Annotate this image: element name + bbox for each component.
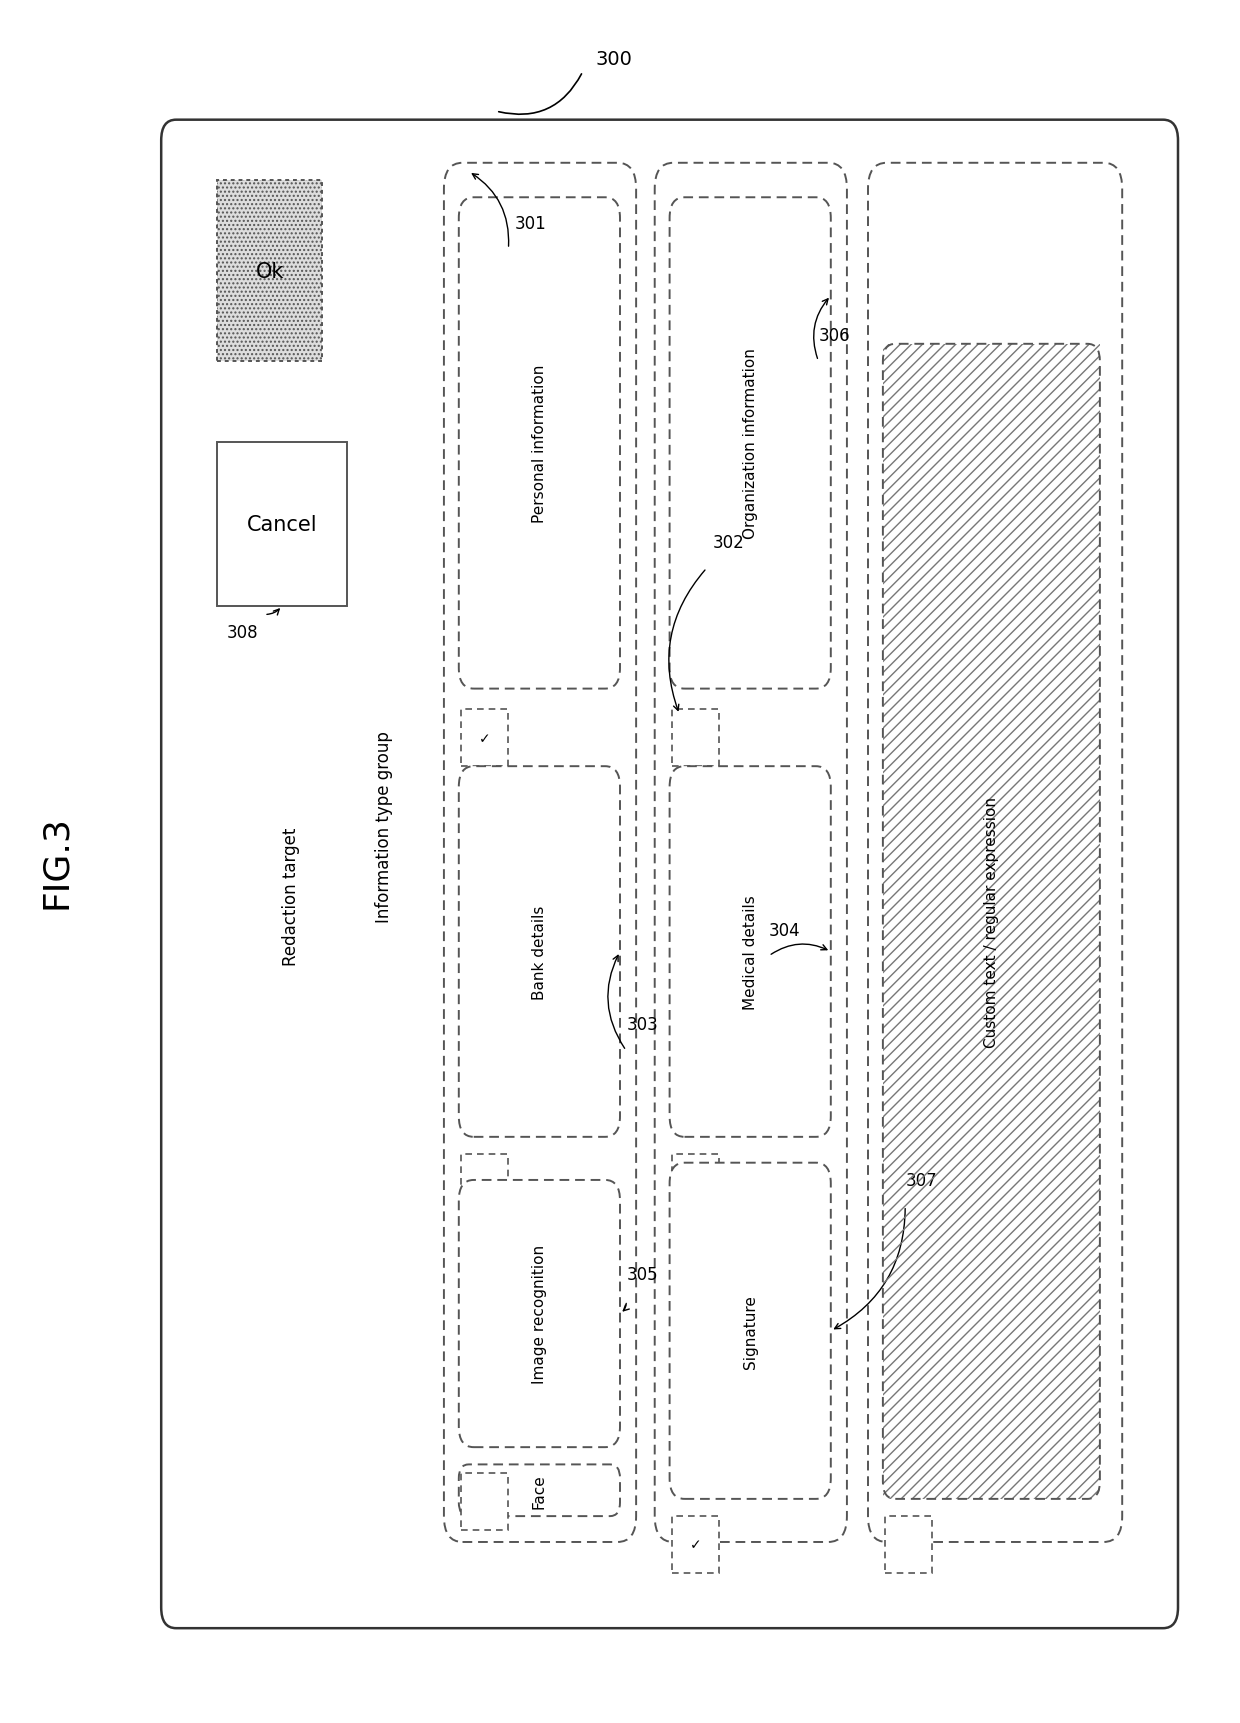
- FancyBboxPatch shape: [459, 1180, 620, 1447]
- Bar: [672, 1154, 719, 1211]
- Text: 303: 303: [626, 1017, 658, 1034]
- Text: Bank details: Bank details: [532, 905, 547, 999]
- FancyBboxPatch shape: [459, 1465, 620, 1516]
- Text: Medical details: Medical details: [743, 894, 758, 1010]
- Text: 304: 304: [769, 922, 801, 939]
- Bar: [885, 1516, 932, 1573]
- FancyBboxPatch shape: [670, 767, 831, 1137]
- FancyBboxPatch shape: [459, 767, 620, 1137]
- Text: Signature: Signature: [743, 1294, 758, 1368]
- Text: Personal information: Personal information: [532, 365, 547, 522]
- FancyBboxPatch shape: [670, 1163, 831, 1499]
- Bar: [217, 181, 322, 362]
- Text: FIG.3: FIG.3: [38, 815, 73, 908]
- Text: Cancel: Cancel: [247, 515, 317, 534]
- FancyBboxPatch shape: [459, 198, 620, 689]
- Bar: [883, 345, 1100, 1499]
- Text: Ok: Ok: [255, 262, 284, 281]
- Text: ✓: ✓: [479, 731, 491, 746]
- FancyBboxPatch shape: [161, 121, 1178, 1628]
- Text: Information type group: Information type group: [376, 731, 393, 924]
- FancyBboxPatch shape: [655, 164, 847, 1542]
- Bar: [461, 1154, 508, 1211]
- FancyBboxPatch shape: [868, 164, 1122, 1542]
- Text: Organization information: Organization information: [743, 348, 758, 539]
- Text: 305: 305: [626, 1266, 658, 1284]
- Text: ✓: ✓: [689, 1537, 702, 1552]
- Text: 308: 308: [227, 624, 259, 641]
- Text: Redaction target: Redaction target: [283, 827, 300, 965]
- Bar: [672, 1516, 719, 1573]
- Text: Face: Face: [532, 1473, 547, 1508]
- Text: 306: 306: [818, 327, 851, 345]
- Text: 300: 300: [595, 50, 632, 69]
- Text: 301: 301: [515, 215, 547, 233]
- Bar: [672, 710, 719, 767]
- Text: 302: 302: [713, 534, 745, 551]
- Text: Image recognition: Image recognition: [532, 1244, 547, 1384]
- Text: Custom text / regular expression: Custom text / regular expression: [983, 796, 999, 1048]
- Bar: [461, 1473, 508, 1530]
- Text: 307: 307: [905, 1172, 937, 1189]
- Bar: [217, 443, 347, 606]
- FancyBboxPatch shape: [444, 164, 636, 1542]
- FancyBboxPatch shape: [670, 198, 831, 689]
- Bar: [461, 710, 508, 767]
